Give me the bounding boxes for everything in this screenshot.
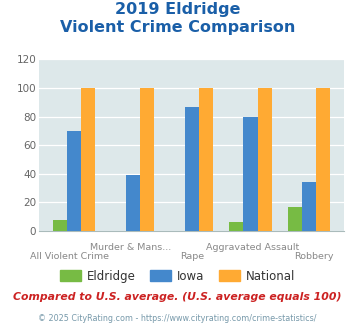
Text: Robbery: Robbery [294,252,334,261]
Text: Aggravated Assault: Aggravated Assault [206,243,299,251]
Text: Violent Crime Comparison: Violent Crime Comparison [60,20,295,35]
Bar [302,182,316,231]
Text: © 2025 CityRating.com - https://www.cityrating.com/crime-statistics/: © 2025 CityRating.com - https://www.city… [38,314,317,323]
Bar [229,222,244,231]
Text: Rape: Rape [180,252,204,261]
Bar [67,131,81,231]
Text: 2019 Eldridge: 2019 Eldridge [115,2,240,16]
Legend: Eldridge, Iowa, National: Eldridge, Iowa, National [55,265,300,287]
Bar [185,107,199,231]
Bar [244,116,258,231]
Bar [140,88,154,231]
Bar [81,88,95,231]
Bar [316,88,331,231]
Bar [199,88,213,231]
Bar [53,219,67,231]
Text: Compared to U.S. average. (U.S. average equals 100): Compared to U.S. average. (U.S. average … [13,292,342,302]
Bar [288,207,302,231]
Bar [126,175,140,231]
Text: Murder & Mans...: Murder & Mans... [90,243,171,251]
Bar [258,88,272,231]
Text: All Violent Crime: All Violent Crime [30,252,109,261]
